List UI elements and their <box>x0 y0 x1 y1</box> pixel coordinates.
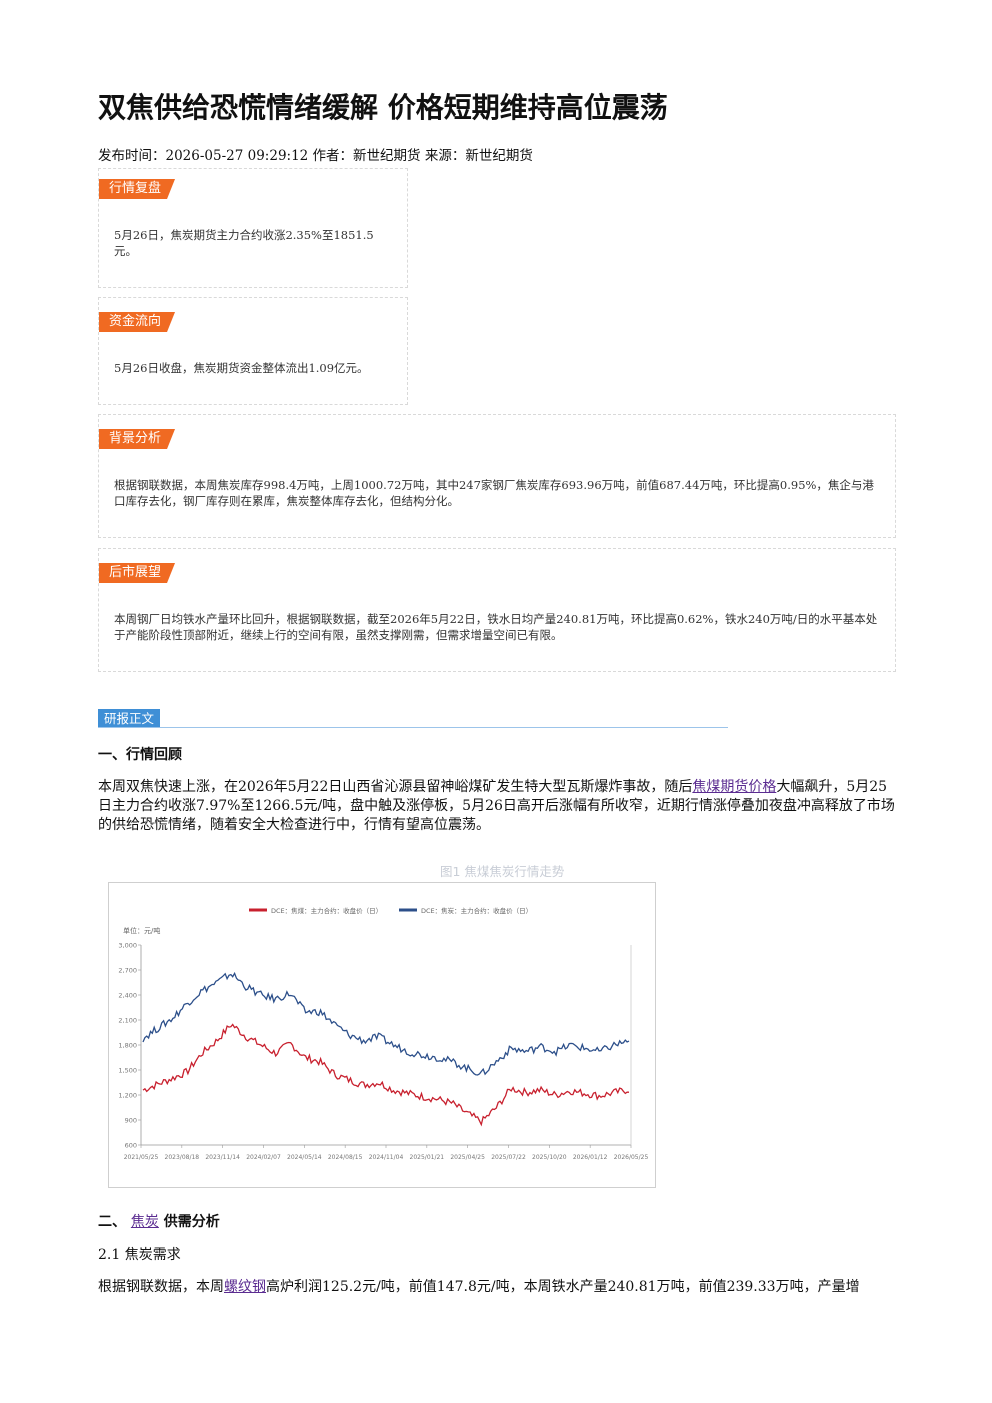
y-tick-label: 2,100 <box>118 1017 137 1025</box>
figure-title: 图1 焦煤焦炭行情走势 <box>440 864 565 879</box>
tag-capital-flow: 资金流向 <box>99 312 175 332</box>
x-tick-label: 2026/05/25 <box>614 1154 649 1161</box>
tag-market-review: 行情复盘 <box>99 179 175 199</box>
x-tick-label: 2024/08/15 <box>328 1154 363 1161</box>
x-tick-label: 2023/08/18 <box>165 1154 200 1161</box>
summary-box-background: 背景分析 根据钢联数据，本周焦炭库存998.4万吨，上周1000.72万吨，其中… <box>98 414 896 538</box>
market-review-text: 5月26日，焦炭期货主力合约收涨2.35%至1851.5元。 <box>114 228 374 258</box>
section-tag-report: 研报正文 <box>98 709 161 728</box>
paragraph-market-review: 本周双焦快速上涨，在2026年5月22日山西省沁源县留神峪煤矿发生特大型瓦斯爆炸… <box>98 778 898 835</box>
p2-text-b: 高炉利润125.2元/吨，前值147.8元/吨，本周铁水产量240.81万吨，前… <box>266 1279 860 1295</box>
summary-box-outlook: 后市展望 本周钢厂日均铁水产量环比回升，根据钢联数据，截至2026年5月22日，… <box>98 548 896 672</box>
p1-text-a: 本周双焦快速上涨，在2026年5月22日山西省沁源县留神峪煤矿发生特大型瓦斯爆炸… <box>98 779 693 795</box>
background-text: 根据钢联数据，本周焦炭库存998.4万吨，上周1000.72万吨，其中247家钢… <box>114 478 874 508</box>
x-tick-label: 2026/01/12 <box>573 1154 608 1161</box>
outlook-text: 本周钢厂日均铁水产量环比回升，根据钢联数据，截至2026年5月22日，铁水日均产… <box>114 612 878 642</box>
y-tick-label: 600 <box>125 1142 137 1150</box>
series-line-0 <box>142 1023 630 1127</box>
h2-prefix: 二、 <box>98 1214 126 1230</box>
article-meta: 发布时间：2026-05-27 09:29:12 作者：新世纪期货 来源：新世纪… <box>98 148 533 164</box>
x-tick-label: 2025/01/21 <box>410 1154 445 1161</box>
y-tick-label: 1,500 <box>118 1067 137 1075</box>
y-tick-label: 2,700 <box>118 967 137 975</box>
subheading-coke-demand: 2.1 焦炭需求 <box>98 1247 181 1263</box>
y-tick-label: 2,400 <box>118 992 137 1000</box>
heading-market-review: 一、行情回顾 <box>98 747 182 763</box>
paragraph-coke-demand: 根据钢联数据，本周螺纹钢高炉利润125.2元/吨，前值147.8元/吨，本周铁水… <box>98 1278 898 1297</box>
x-tick-label: 2025/10/20 <box>532 1154 567 1161</box>
p1-text-b: 大幅飙升，5月25日主力合约收涨7.97%至1266.5元/吨，盘中触及涨停板，… <box>98 779 895 833</box>
link-coking-coal-price[interactable]: 焦煤期货价格 <box>692 779 777 795</box>
summary-box-market: 行情复盘 5月26日，焦炭期货主力合约收涨2.35%至1851.5元。 <box>98 168 408 288</box>
p2-text-a: 根据钢联数据，本周 <box>98 1279 224 1295</box>
y-tick-label: 1,800 <box>118 1042 137 1050</box>
series-line-1 <box>142 971 630 1076</box>
x-tick-label: 2024/05/14 <box>287 1154 322 1161</box>
link-rebar[interactable]: 螺纹钢 <box>224 1279 266 1295</box>
h2-suffix: 供需分析 <box>163 1214 220 1230</box>
unit-label: 单位：元/吨 <box>123 926 160 935</box>
capital-flow-text: 5月26日收盘，焦炭期货资金整体流出1.09亿元。 <box>114 361 369 375</box>
chart-frame: DCE：焦煤：主力合约：收盘价（日） DCE：焦炭：主力合约：收盘价（日） 单位：元… <box>108 882 656 1188</box>
legend-label: DCE：焦炭：主力合约：收盘价（日） <box>421 906 532 915</box>
y-tick-label: 900 <box>125 1117 137 1125</box>
link-coke[interactable]: 焦炭 <box>130 1214 159 1230</box>
x-tick-label: 2023/11/14 <box>205 1154 240 1161</box>
price-chart: DCE：焦煤：主力合约：收盘价（日） DCE：焦炭：主力合约：收盘价（日） 单位：元… <box>118 906 649 1161</box>
tag-outlook: 后市展望 <box>99 563 175 583</box>
y-tick-label: 3,000 <box>118 942 137 950</box>
summary-box-capital: 资金流向 5月26日收盘，焦炭期货资金整体流出1.09亿元。 <box>98 297 408 405</box>
heading-supply-demand: 二、 焦炭 供需分析 <box>98 1211 220 1231</box>
x-tick-label: 2024/02/07 <box>246 1154 281 1161</box>
y-tick-label: 1,200 <box>118 1092 137 1100</box>
x-tick-label: 2021/05/25 <box>124 1154 159 1161</box>
tag-background: 背景分析 <box>99 429 175 449</box>
x-tick-label: 2025/04/25 <box>450 1154 485 1161</box>
x-tick-label: 2025/07/22 <box>491 1154 526 1161</box>
section-divider <box>98 727 728 728</box>
article-title: 双焦供给恐慌情绪缓解 价格短期维持高位震荡 <box>98 91 668 124</box>
x-tick-label: 2024/11/04 <box>369 1154 404 1161</box>
legend-label: DCE：焦煤：主力合约：收盘价（日） <box>271 906 382 915</box>
